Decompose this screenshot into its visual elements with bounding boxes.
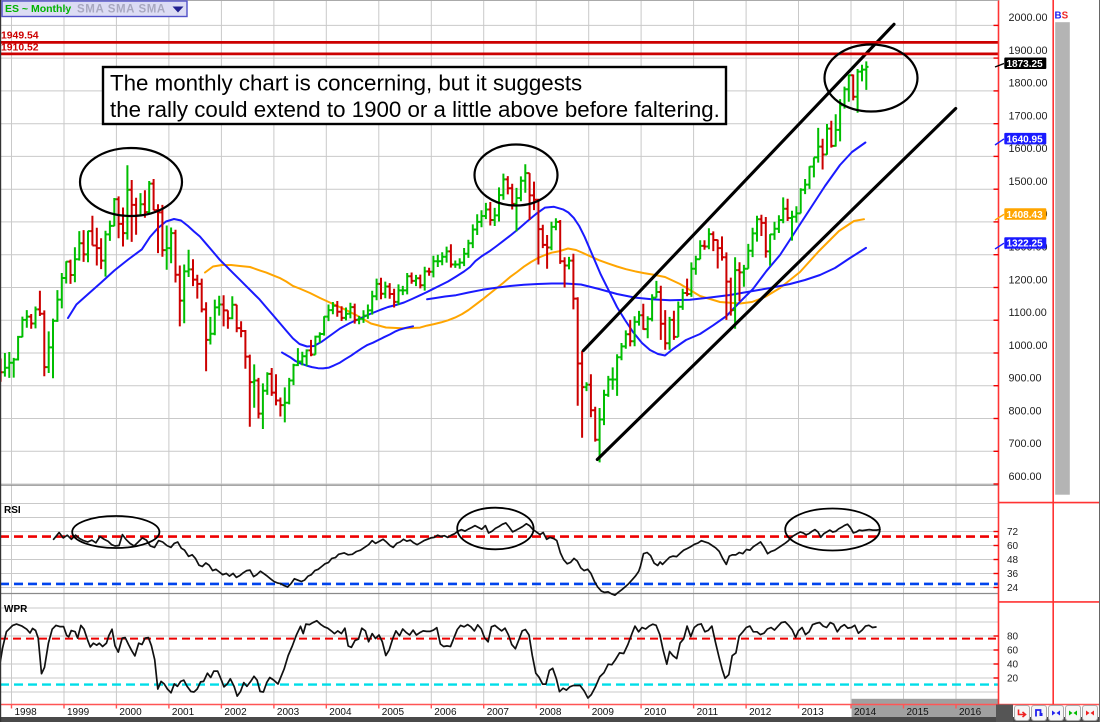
svg-text:1322.25: 1322.25 <box>1007 239 1044 250</box>
svg-text:36: 36 <box>1007 569 1019 580</box>
svg-text:2006: 2006 <box>434 707 457 718</box>
svg-text:2009: 2009 <box>592 707 615 718</box>
svg-text:2000.00: 2000.00 <box>1009 12 1048 24</box>
svg-text:1500.00: 1500.00 <box>1009 176 1048 188</box>
svg-text:2015: 2015 <box>907 707 930 718</box>
svg-text:2007: 2007 <box>487 707 510 718</box>
svg-text:2003: 2003 <box>277 707 300 718</box>
svg-text:1998: 1998 <box>15 707 38 718</box>
svg-text:2012: 2012 <box>749 707 772 718</box>
svg-text:2016: 2016 <box>959 707 982 718</box>
svg-text:1800.00: 1800.00 <box>1009 78 1048 90</box>
svg-text:1910.52: 1910.52 <box>1 42 39 53</box>
svg-text:60: 60 <box>1007 541 1019 552</box>
svg-text:BS: BS <box>1055 11 1069 22</box>
svg-text:2004: 2004 <box>329 707 352 718</box>
svg-text:1408.43: 1408.43 <box>1007 210 1044 221</box>
svg-text:24: 24 <box>1007 583 1019 594</box>
svg-text:2001: 2001 <box>172 707 195 718</box>
svg-text:1200.00: 1200.00 <box>1009 274 1048 286</box>
svg-text:900.00: 900.00 <box>1009 373 1042 385</box>
svg-text:600.00: 600.00 <box>1009 471 1042 483</box>
svg-text:2000: 2000 <box>119 707 142 718</box>
svg-text:SMA SMA SMA: SMA SMA SMA <box>77 4 166 16</box>
svg-text:80: 80 <box>1007 632 1019 643</box>
svg-text:1900.00: 1900.00 <box>1009 45 1048 57</box>
svg-text:WPR: WPR <box>4 604 28 615</box>
svg-text:1873.25: 1873.25 <box>1007 59 1044 70</box>
svg-text:1600.00: 1600.00 <box>1009 143 1048 155</box>
svg-text:the rally could extend to 1900: the rally could extend to 1900 or a litt… <box>110 97 720 122</box>
svg-text:1999: 1999 <box>67 707 90 718</box>
svg-text:2010: 2010 <box>644 707 667 718</box>
svg-text:40: 40 <box>1007 660 1019 671</box>
svg-text:800.00: 800.00 <box>1009 405 1042 417</box>
svg-text:1100.00: 1100.00 <box>1009 307 1047 319</box>
svg-text:2002: 2002 <box>224 707 247 718</box>
svg-text:60: 60 <box>1007 646 1019 657</box>
svg-text:1949.54: 1949.54 <box>1 31 39 42</box>
svg-text:RSI: RSI <box>4 505 21 516</box>
svg-text:1700.00: 1700.00 <box>1009 111 1048 123</box>
svg-text:2011: 2011 <box>697 707 719 718</box>
svg-text:ES ~ Monthly: ES ~ Monthly <box>5 3 71 15</box>
svg-text:700.00: 700.00 <box>1009 438 1042 450</box>
svg-text:20: 20 <box>1007 674 1019 685</box>
svg-text:The monthly chart is concernin: The monthly chart is concerning, but it … <box>110 71 582 96</box>
svg-text:48: 48 <box>1007 555 1019 566</box>
svg-text:1640.95: 1640.95 <box>1007 134 1044 145</box>
svg-text:2008: 2008 <box>539 707 562 718</box>
svg-text:2005: 2005 <box>382 707 405 718</box>
svg-text:2013: 2013 <box>802 707 825 718</box>
svg-text:-: - <box>64 3 68 15</box>
svg-text:1000.00: 1000.00 <box>1009 340 1048 352</box>
svg-text:2014: 2014 <box>854 707 877 718</box>
svg-text:72: 72 <box>1007 527 1019 538</box>
